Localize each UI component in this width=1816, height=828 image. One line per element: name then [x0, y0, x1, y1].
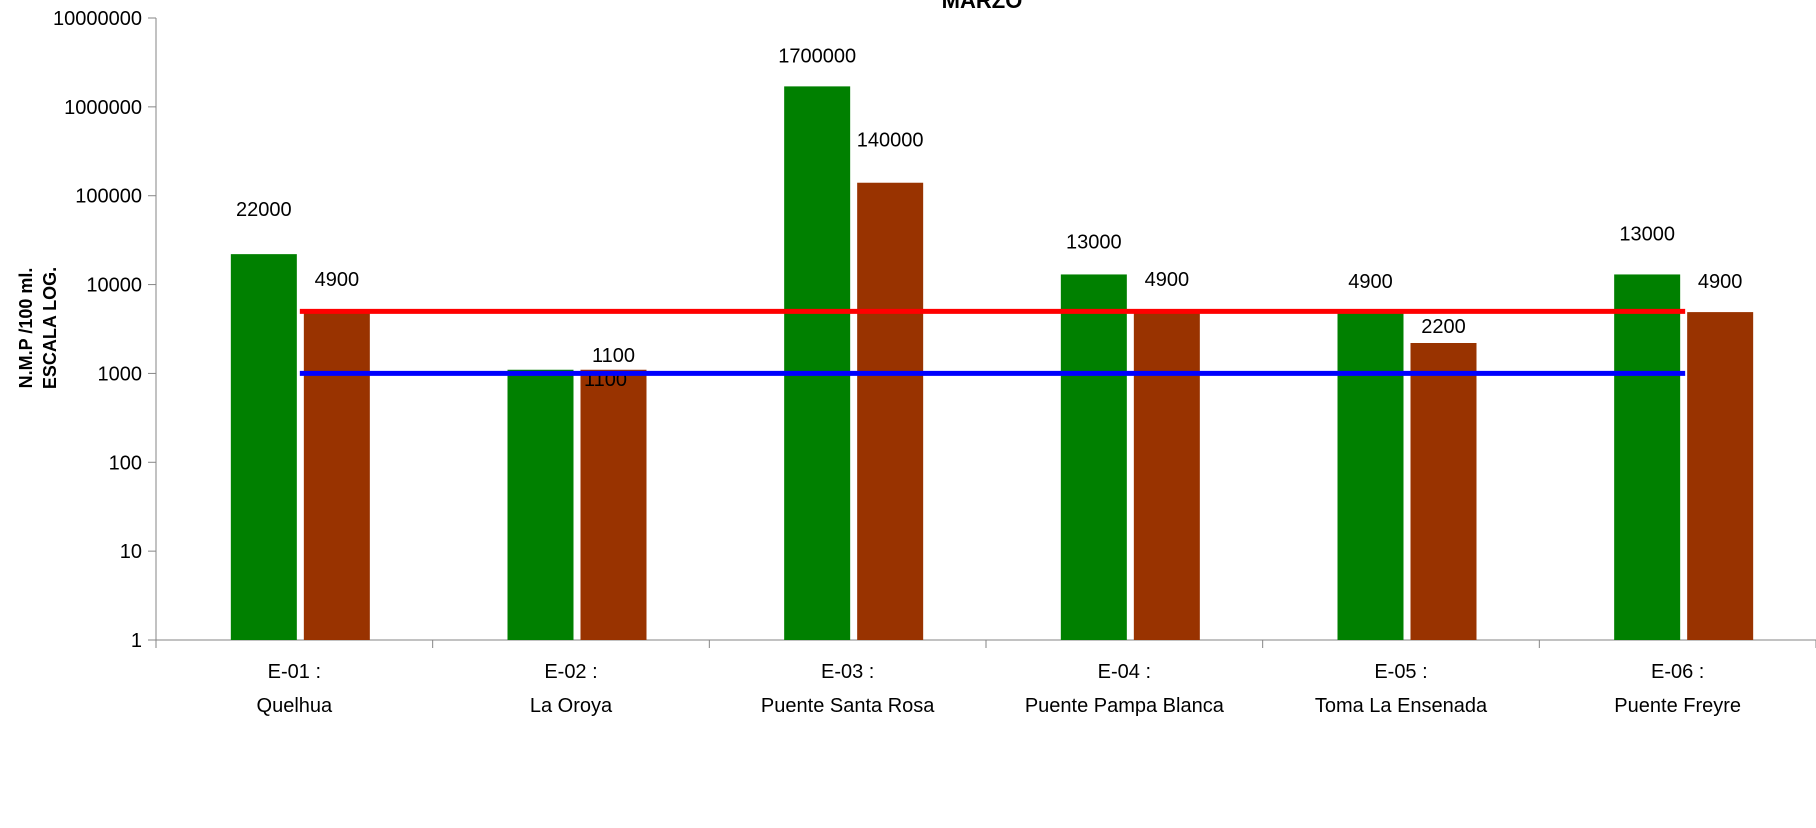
data-label: 4900 — [1348, 271, 1393, 293]
y-tick-label: 100 — [109, 452, 142, 474]
bar-series1 — [230, 254, 297, 641]
y-axis-label-line1: N.M.P /100 ml. — [16, 268, 36, 389]
data-label: 13000 — [1619, 223, 1675, 245]
bar-series2 — [1687, 312, 1754, 640]
bar-series2 — [580, 369, 647, 640]
bar-series2 — [1133, 312, 1200, 640]
y-tick-label: 100000 — [75, 186, 142, 208]
category-name: Puente Santa Rosa — [761, 695, 935, 717]
category-name: La Oroya — [530, 695, 613, 717]
data-label: 4900 — [315, 269, 360, 291]
y-tick-label: 10000 — [86, 275, 142, 297]
category-code: E-03 : — [821, 661, 874, 683]
data-label: 13000 — [1066, 231, 1122, 253]
bar-series1 — [784, 86, 851, 640]
chart-title: MARZO — [942, 0, 1023, 13]
data-label: 1100 — [592, 345, 635, 367]
plot-area: 1 10 100 1000 10000 100000 1000000 10000000 2200… — [53, 8, 1816, 717]
y-tick-label: 1000 — [98, 363, 143, 385]
y-tick-label: 10000000 — [53, 8, 142, 30]
y-tick-label: 1 — [131, 630, 142, 652]
category-code: E-04 : — [1098, 661, 1151, 683]
bar-series1 — [1614, 274, 1681, 640]
y-tick-label: 1000000 — [64, 97, 142, 119]
data-label: 22000 — [236, 199, 292, 221]
data-label: 2200 — [1421, 316, 1466, 338]
category-code: E-01 : — [268, 661, 321, 683]
bar-series1 — [1337, 312, 1404, 640]
category-name: Toma La Ensenada — [1315, 695, 1488, 717]
data-label: 4900 — [1145, 269, 1190, 291]
category-code: E-02 : — [544, 661, 597, 683]
data-label: 140000 — [857, 130, 924, 152]
bar-series1 — [1060, 274, 1127, 640]
bar-series2 — [857, 182, 924, 640]
y-tick-label: 10 — [120, 541, 142, 563]
category-name: Quelhua — [257, 695, 333, 717]
data-label: 4900 — [1698, 271, 1743, 293]
data-label: 1700000 — [778, 45, 856, 67]
category-code: E-06 : — [1651, 661, 1704, 683]
y-axis-label-line2: ESCALA LOG. — [40, 267, 60, 389]
bar-series1 — [507, 369, 574, 640]
category-code: E-05 : — [1374, 661, 1427, 683]
bar-series2 — [303, 312, 370, 640]
category-name: Puente Freyre — [1614, 695, 1741, 717]
category-name: Puente Pampa Blanca — [1025, 695, 1225, 717]
bar-series2 — [1410, 343, 1477, 640]
